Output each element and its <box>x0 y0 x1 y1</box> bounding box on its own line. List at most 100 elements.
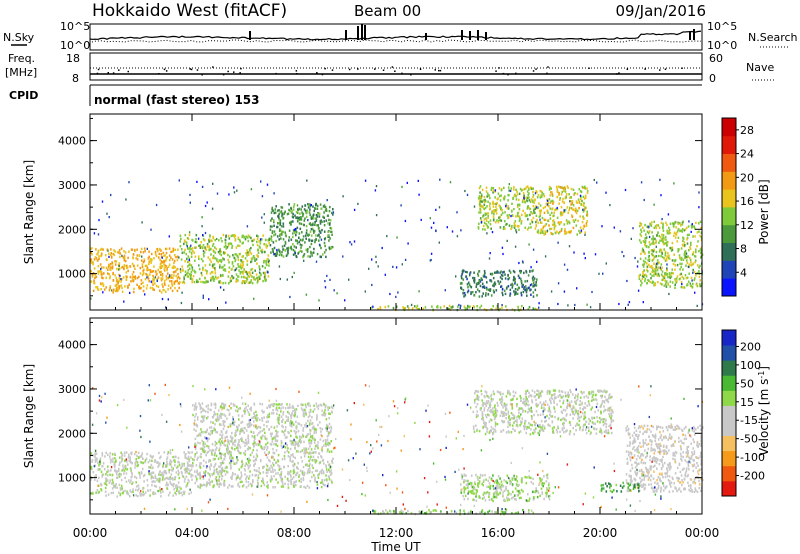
heatmap-cell <box>320 481 322 484</box>
heatmap-cell <box>145 287 148 290</box>
heatmap-cell <box>204 247 207 251</box>
heatmap-cell <box>278 265 281 268</box>
heatmap-cell <box>508 498 511 501</box>
heatmap-cell <box>215 247 218 251</box>
heatmap-cell <box>494 189 497 192</box>
heatmap-cell <box>532 205 535 208</box>
heatmap-cell <box>311 422 314 425</box>
heatmap-cell <box>258 467 260 470</box>
heatmap-cell <box>128 459 130 462</box>
heatmap-cell <box>277 214 280 217</box>
heatmap-cell <box>316 469 319 472</box>
heatmap-cell <box>202 238 205 241</box>
heatmap-cell <box>157 268 159 272</box>
heatmap-cell <box>488 257 491 260</box>
heatmap-cell <box>150 473 152 477</box>
heatmap-cell <box>692 268 694 272</box>
heatmap-cell <box>178 471 180 475</box>
heatmap-cell <box>298 240 301 244</box>
heatmap-cell <box>202 444 205 447</box>
heatmap-cell <box>142 281 144 284</box>
heatmap-cell <box>214 477 217 481</box>
heatmap-cell <box>329 473 332 476</box>
heatmap-cell <box>683 253 686 257</box>
heatmap-cell <box>277 459 280 463</box>
heatmap-cell <box>659 266 661 269</box>
heatmap-cell <box>316 252 319 256</box>
heatmap-cell <box>644 239 647 243</box>
heatmap-cell <box>242 260 245 264</box>
heatmap-cell <box>145 264 148 267</box>
heatmap-cell <box>484 272 486 275</box>
heatmap-cell <box>540 209 542 212</box>
heatmap-cell <box>188 260 191 263</box>
heatmap-cell <box>563 263 566 266</box>
heatmap-cell <box>210 276 212 280</box>
heatmap-cell <box>500 189 503 192</box>
heatmap-cell <box>101 276 103 279</box>
heatmap-cell <box>689 247 692 250</box>
heatmap-cell <box>293 485 295 488</box>
heatmap-cell <box>190 251 193 254</box>
heatmap-cell <box>580 203 582 206</box>
heatmap-cell <box>653 226 656 230</box>
heatmap-cell <box>287 471 289 474</box>
heatmap-cell <box>320 255 322 259</box>
heatmap-cell <box>269 442 272 446</box>
heatmap-cell <box>325 478 328 481</box>
heatmap-cell <box>312 205 314 208</box>
heatmap-cell <box>186 457 188 460</box>
heatmap-cell <box>634 256 636 260</box>
heatmap-cell <box>509 292 512 295</box>
heatmap-cell <box>570 196 572 199</box>
heatmap-cell <box>484 228 486 231</box>
heatmap-cell <box>210 430 212 433</box>
heatmap-cell <box>303 208 306 211</box>
heatmap-cell <box>233 256 236 260</box>
heatmap-cell <box>240 421 242 424</box>
heatmap-cell <box>266 481 269 484</box>
heatmap-cell <box>489 208 491 211</box>
heatmap-cell <box>328 468 330 471</box>
heatmap-cell <box>219 247 221 251</box>
heatmap-cell <box>195 479 198 482</box>
heatmap-cell <box>310 439 313 443</box>
heatmap-cell <box>699 264 701 267</box>
heatmap-cell <box>326 214 329 217</box>
heatmap-cell <box>288 472 290 476</box>
heatmap-cell <box>273 230 276 233</box>
heatmap-cell <box>137 451 140 455</box>
heatmap-cell <box>258 271 261 274</box>
heatmap-cell <box>644 277 647 281</box>
heatmap-cell <box>464 294 467 297</box>
heatmap-cell <box>189 464 191 467</box>
heatmap-cell <box>204 471 206 474</box>
heatmap-cell <box>632 227 634 230</box>
heatmap-cell <box>677 222 680 226</box>
heatmap-cell <box>129 489 131 492</box>
heatmap-cell <box>681 228 684 231</box>
heatmap-cell <box>103 482 106 485</box>
heatmap-cell <box>218 479 220 482</box>
heatmap-cell <box>687 225 690 228</box>
heatmap-cell <box>199 246 202 249</box>
heatmap-cell <box>696 284 699 288</box>
heatmap-cell <box>310 239 313 242</box>
heatmap-cell <box>219 252 221 255</box>
heatmap-cell <box>293 205 295 208</box>
heatmap-cell <box>494 221 497 224</box>
heatmap-cell <box>284 426 287 429</box>
heatmap-cell <box>209 483 211 486</box>
heatmap-cell <box>313 230 316 233</box>
heatmap-cell <box>495 289 498 292</box>
heatmap-cell <box>249 470 251 473</box>
heatmap-cell <box>133 453 136 456</box>
heatmap-cell <box>527 193 529 196</box>
heatmap-cell <box>292 475 295 479</box>
heatmap-cell <box>176 255 179 258</box>
heatmap-cell <box>288 412 290 415</box>
heatmap-cell <box>231 261 234 264</box>
heatmap-cell <box>556 208 559 211</box>
heatmap-cell <box>694 235 696 238</box>
heatmap-cell <box>272 249 274 252</box>
